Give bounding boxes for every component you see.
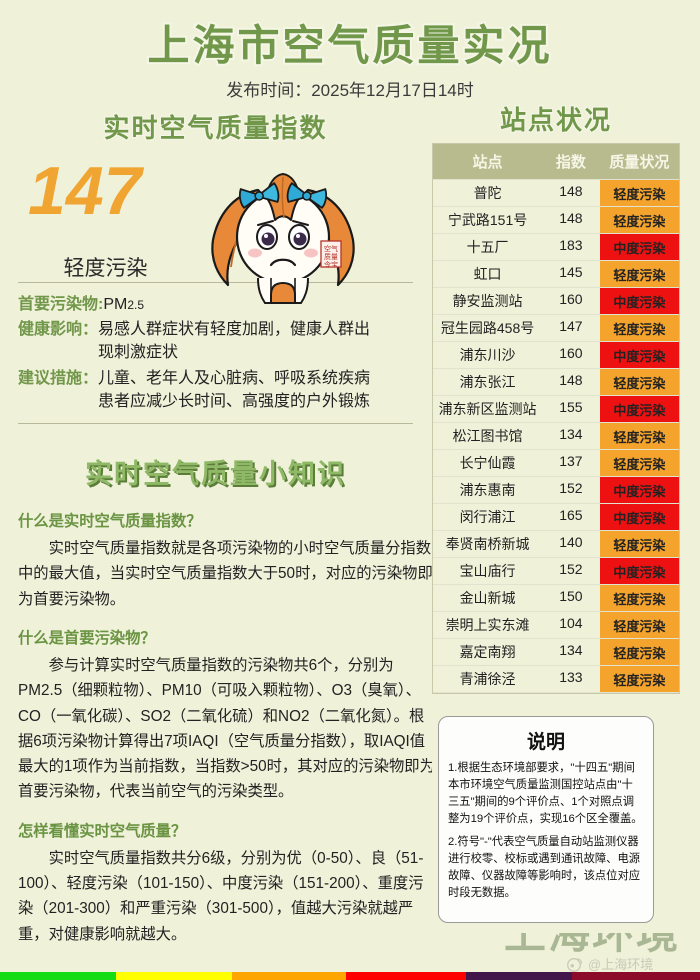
svg-text:空气: 空气 bbox=[324, 244, 338, 253]
svg-text:令宝: 令宝 bbox=[324, 260, 338, 269]
svg-text:质量: 质量 bbox=[324, 252, 338, 261]
